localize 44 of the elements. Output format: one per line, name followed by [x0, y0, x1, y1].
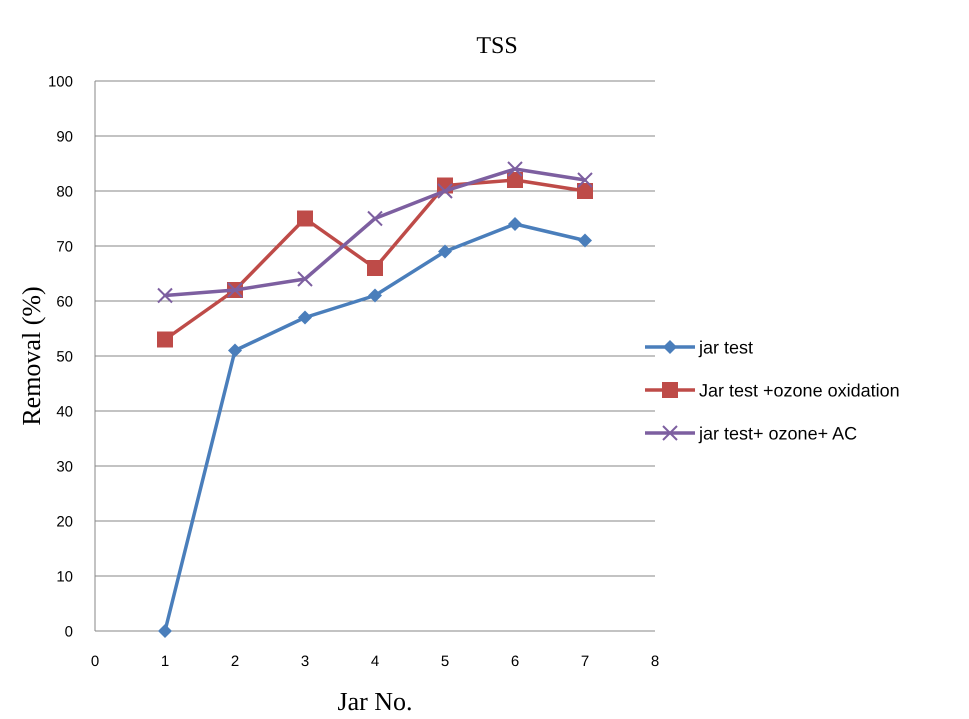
- chart-title: TSS: [476, 33, 518, 59]
- y-tick-label: 70: [56, 238, 73, 256]
- legend-label: Jar test +ozone oxidation: [699, 380, 900, 400]
- point: [157, 288, 173, 304]
- point: [297, 210, 313, 226]
- y-tick-label: 50: [56, 348, 73, 366]
- point: [577, 172, 593, 188]
- y-axis-title: Removal (%): [17, 286, 46, 426]
- point: [507, 161, 523, 177]
- x-axis-title: Jar No.: [337, 687, 413, 716]
- x-tick-label: 7: [580, 653, 590, 670]
- y-tick-label: 30: [56, 458, 73, 476]
- point: [578, 234, 592, 248]
- legend-label: jar test: [698, 337, 754, 358]
- point: [228, 344, 242, 358]
- x-tick-label: 8: [650, 653, 660, 670]
- x-tick-label: 3: [300, 653, 310, 670]
- y-tick-label: 10: [56, 568, 73, 586]
- x-tick-label: 1: [160, 653, 170, 670]
- y-tick-label: 40: [56, 403, 73, 420]
- point: [437, 183, 453, 199]
- legend-label: jar test+ ozone+ AC: [698, 423, 858, 444]
- x-tick-label: 2: [230, 653, 240, 670]
- x-tick-label: 0: [90, 653, 100, 670]
- point: [157, 332, 173, 348]
- y-tick-label: 80: [56, 183, 73, 200]
- point: [577, 183, 593, 199]
- point: [508, 217, 522, 231]
- x-tick-label: 5: [440, 653, 450, 670]
- point: [368, 288, 382, 302]
- y-tick-label: 90: [56, 128, 73, 146]
- point: [298, 310, 312, 324]
- point: [507, 172, 523, 188]
- y-tick-label: 60: [56, 293, 73, 310]
- x-tick-label: 4: [370, 653, 380, 670]
- y-tick-label: 100: [48, 73, 73, 90]
- y-tick-label: 20: [56, 513, 73, 530]
- x-tick-label: 6: [510, 653, 520, 670]
- point: [297, 271, 313, 287]
- point: [367, 260, 383, 276]
- point: [438, 244, 452, 258]
- y-tick-label: 0: [64, 623, 73, 640]
- point: [158, 624, 172, 638]
- point: [367, 210, 383, 226]
